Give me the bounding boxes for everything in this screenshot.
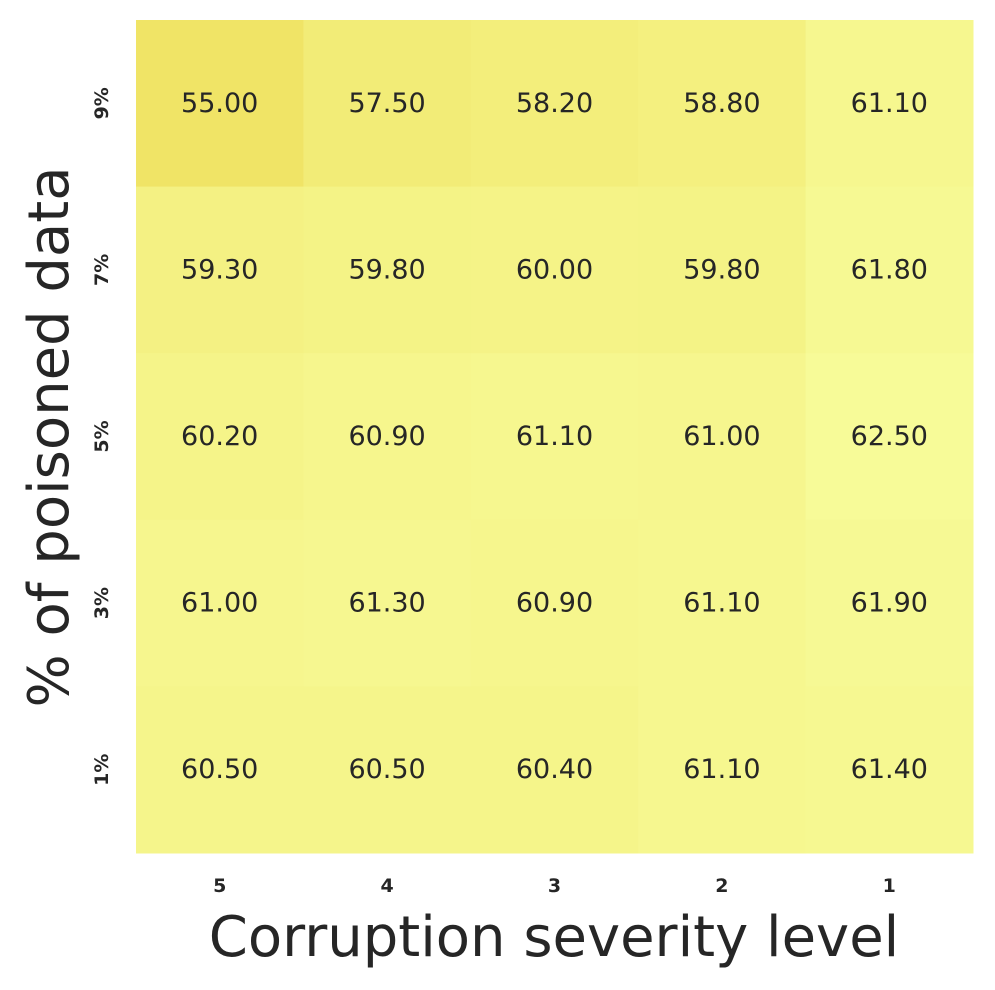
cell-value-label: 58.20	[516, 88, 593, 119]
y-axis-title: % of poisoned data	[17, 166, 82, 707]
cell-value-label: 58.80	[683, 88, 760, 119]
heatmap-cell-labels: 55.00 57.50 58.20 58.80 61.10 59.30 59.80 60.00…	[181, 88, 928, 785]
heatmap-cell	[303, 519, 472, 687]
heatmap-cell	[470, 519, 639, 687]
x-tick-label: 2	[715, 875, 728, 897]
heatmap-cell	[638, 186, 807, 354]
cell-value-label: 60.40	[516, 754, 593, 785]
heatmap-cell	[136, 353, 304, 521]
cell-value-label: 60.20	[181, 421, 258, 452]
cell-value-label: 60.50	[348, 754, 425, 785]
heatmap-cell	[638, 519, 807, 687]
cell-value-label: 61.30	[348, 588, 425, 619]
heatmap-cell	[805, 353, 974, 521]
y-tick-label: 9%	[91, 87, 113, 119]
heatmap-cell	[805, 686, 974, 854]
x-axis-title: Corruption severity level	[209, 905, 899, 970]
heatmap-cell	[136, 186, 304, 354]
cell-value-label: 61.40	[851, 754, 928, 785]
cell-value-label: 59.80	[348, 254, 425, 285]
cell-value-label: 61.10	[683, 754, 760, 785]
x-tick-label: 4	[380, 875, 393, 897]
heatmap-cell	[638, 686, 807, 854]
cell-value-label: 61.00	[181, 588, 258, 619]
heatmap-cell	[805, 20, 974, 188]
heatmap-cell	[303, 20, 472, 188]
heatmap-cell	[638, 353, 807, 521]
cell-value-label: 62.50	[851, 421, 928, 452]
heatmap-cell	[136, 20, 304, 188]
heatmap-cell	[470, 186, 639, 354]
cell-value-label: 57.50	[348, 88, 425, 119]
cell-value-label: 60.00	[516, 254, 593, 285]
y-tick-label: 1%	[91, 754, 113, 786]
x-tick-label: 1	[883, 875, 896, 897]
cell-value-label: 61.90	[851, 588, 928, 619]
heatmap-cell	[303, 186, 472, 354]
y-tick-label: 3%	[91, 587, 113, 619]
heatmap-cell	[136, 519, 304, 687]
y-tick-label: 7%	[91, 254, 113, 286]
heatmap-cells	[136, 20, 974, 854]
heatmap-cell	[136, 686, 304, 854]
cell-value-label: 59.30	[181, 254, 258, 285]
cell-value-label: 61.10	[851, 88, 928, 119]
heatmap-cell	[470, 686, 639, 854]
heatmap-cell	[805, 519, 974, 687]
cell-value-label: 61.80	[851, 254, 928, 285]
heatmap-cell	[470, 353, 639, 521]
cell-value-label: 60.90	[348, 421, 425, 452]
cell-value-label: 61.10	[516, 421, 593, 452]
y-tick-labels: 9% 7% 5% 3% 1%	[91, 87, 113, 786]
x-tick-label: 3	[548, 875, 561, 897]
heatmap-cell	[805, 186, 974, 354]
heatmap-cell	[303, 353, 472, 521]
x-tick-labels: 5 4 3 2 1	[213, 875, 896, 897]
heatmap-cell	[470, 20, 639, 188]
cell-value-label: 60.50	[181, 754, 258, 785]
cell-value-label: 59.80	[683, 254, 760, 285]
cell-value-label: 60.90	[516, 588, 593, 619]
cell-value-label: 61.00	[683, 421, 760, 452]
heatmap-cell	[303, 686, 472, 854]
cell-value-label: 61.10	[683, 588, 760, 619]
heatmap-cell	[638, 20, 807, 188]
cell-value-label: 55.00	[181, 88, 258, 119]
y-tick-label: 5%	[91, 420, 113, 452]
x-tick-label: 5	[213, 875, 226, 897]
